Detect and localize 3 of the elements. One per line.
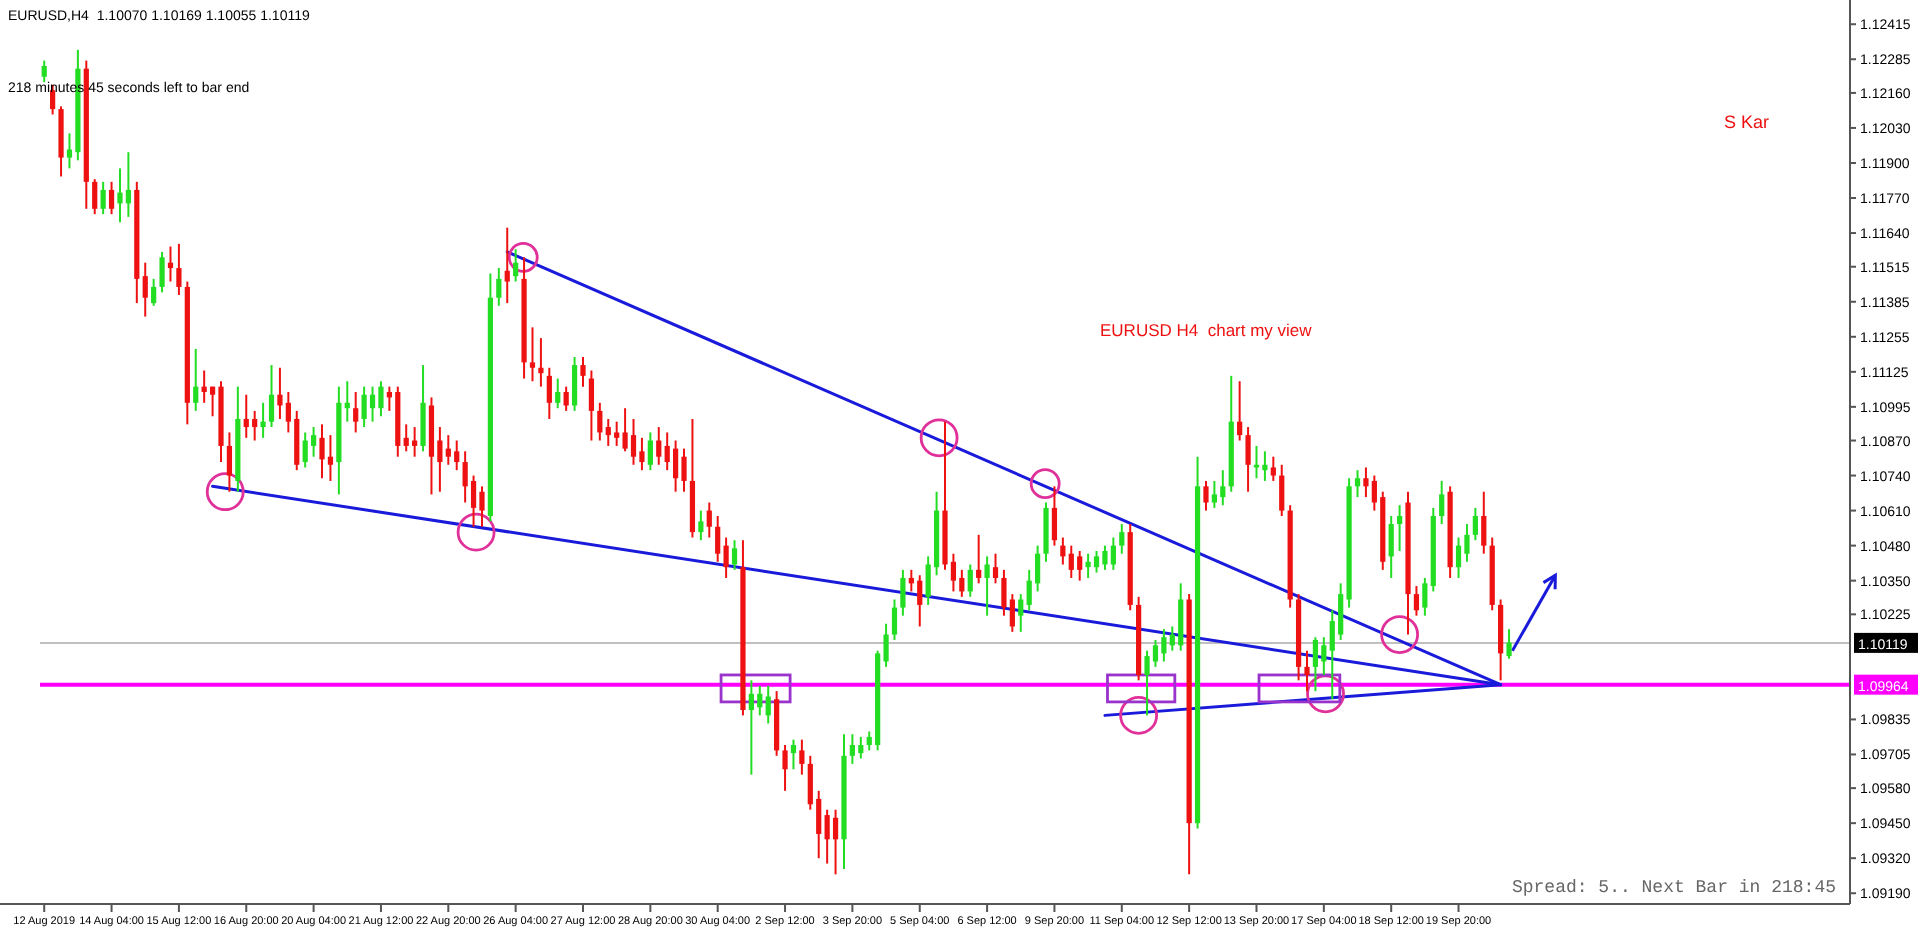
annotation: S Kar xyxy=(1724,112,1770,132)
annotation: Spread: 5.. Next Bar in 218:45 xyxy=(1511,878,1836,898)
annotation: EURUSD H4 chart my view xyxy=(1100,320,1314,340)
